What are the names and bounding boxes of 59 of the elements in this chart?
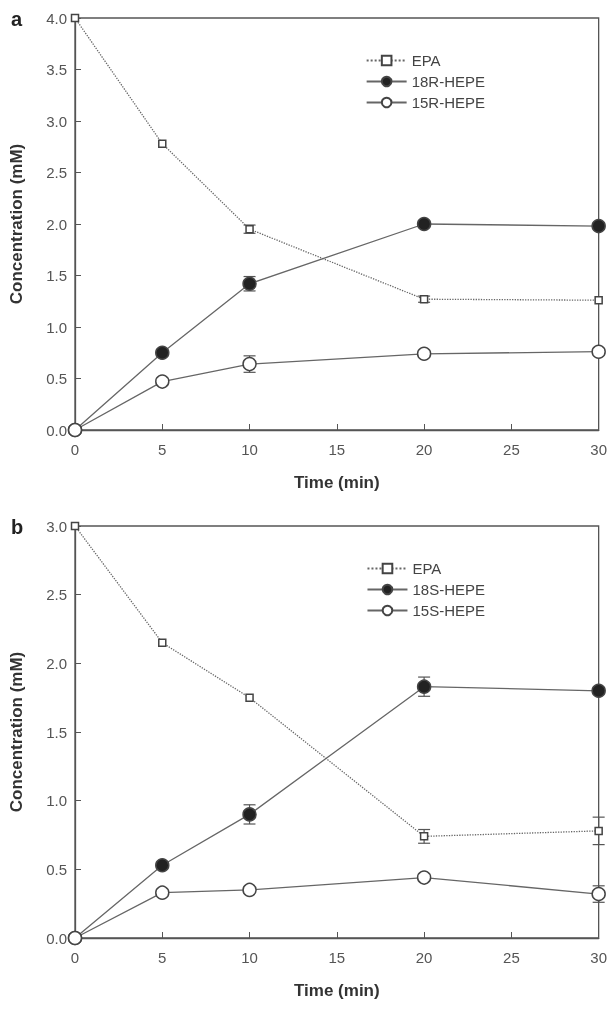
y-tick-label: 2.0 bbox=[46, 654, 67, 672]
point bbox=[416, 216, 432, 232]
legend-label: EPA bbox=[412, 560, 442, 577]
point bbox=[155, 374, 170, 389]
x-tick-label: 10 bbox=[241, 949, 258, 966]
point bbox=[155, 885, 170, 900]
legend-label: 18R-HEPE bbox=[411, 73, 485, 90]
x-axis-title: Time (min) bbox=[294, 473, 380, 492]
point bbox=[155, 857, 170, 873]
y-tick-label: 1.5 bbox=[46, 267, 67, 284]
y-tick-label: 0.0 bbox=[46, 421, 67, 439]
legend-label: 15R-HEPE bbox=[411, 94, 485, 111]
y-tick-label: 2.5 bbox=[46, 164, 67, 181]
point bbox=[242, 882, 257, 898]
x-tick-label: 15 bbox=[328, 441, 346, 458]
x-tick-label: 20 bbox=[415, 949, 433, 966]
point bbox=[594, 826, 603, 836]
x-tick-label: 10 bbox=[241, 441, 258, 458]
x-tick-label: 0 bbox=[70, 441, 80, 458]
point bbox=[158, 638, 167, 647]
x-tick-label: 0 bbox=[70, 949, 80, 966]
chart-title: b bbox=[11, 516, 24, 538]
x-tick-label: 30 bbox=[590, 441, 607, 458]
point bbox=[155, 345, 170, 360]
y-axis-title: Concentration (mM) bbox=[7, 651, 26, 813]
y-tick-label: 1.0 bbox=[46, 318, 67, 336]
y-tick-label: 1.0 bbox=[46, 792, 67, 810]
y-tick-label: 1.5 bbox=[46, 723, 67, 741]
point bbox=[419, 832, 429, 841]
y-tick-label: 2.5 bbox=[46, 586, 67, 604]
y-axis-title: Concentration (mM) bbox=[7, 143, 26, 305]
x-tick-label: 5 bbox=[158, 441, 167, 458]
legend-label: EPA bbox=[411, 52, 441, 69]
legend-label: 15S-HEPE bbox=[412, 602, 486, 619]
x-tick-label: 25 bbox=[503, 949, 520, 966]
point bbox=[591, 344, 606, 359]
point bbox=[158, 139, 167, 148]
x-axis-title: Time (min) bbox=[294, 981, 380, 1000]
chart-title: a bbox=[11, 8, 23, 30]
legend-label: 18S-HEPE bbox=[412, 581, 486, 598]
y-tick-label: 3.5 bbox=[46, 61, 67, 78]
point bbox=[416, 346, 432, 362]
point bbox=[591, 683, 606, 699]
y-tick-label: 3.0 bbox=[46, 517, 67, 535]
point bbox=[591, 218, 606, 234]
x-tick-label: 5 bbox=[158, 949, 167, 966]
x-tick-label: 25 bbox=[503, 441, 520, 458]
point bbox=[594, 295, 603, 305]
point bbox=[245, 693, 254, 702]
x-tick-label: 30 bbox=[590, 949, 607, 966]
y-tick-label: 3.0 bbox=[46, 112, 67, 130]
x-tick-label: 20 bbox=[415, 441, 433, 458]
point bbox=[416, 870, 432, 885]
x-tick-label: 15 bbox=[328, 949, 346, 966]
y-tick-label: 0.5 bbox=[46, 370, 67, 387]
y-tick-label: 0.0 bbox=[46, 929, 67, 947]
y-tick-label: 0.5 bbox=[46, 860, 67, 878]
y-tick-label: 4.0 bbox=[46, 9, 67, 27]
y-tick-label: 2.0 bbox=[46, 215, 67, 233]
